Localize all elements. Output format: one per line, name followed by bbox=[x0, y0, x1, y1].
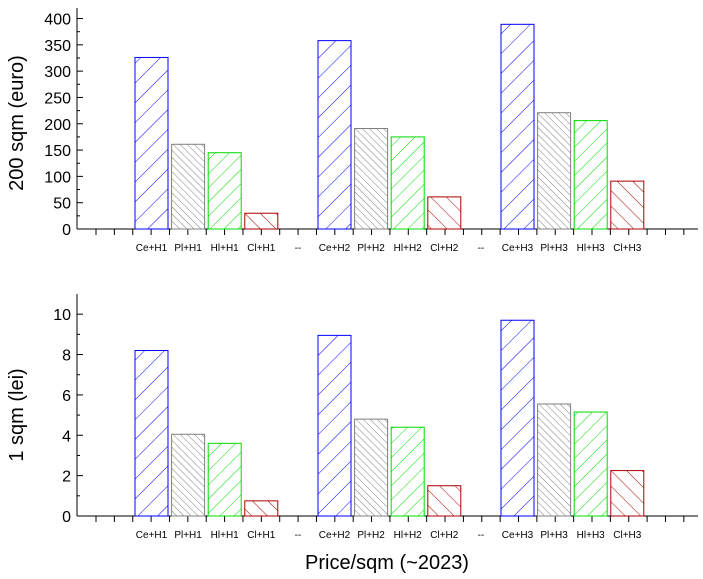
category-label: Hl+H2 bbox=[394, 530, 423, 541]
x-axis-label: Price/sqm (~2023) bbox=[305, 552, 469, 574]
category-label: -- bbox=[478, 530, 485, 541]
category-label: Hl+H3 bbox=[577, 243, 606, 254]
y-tick-label: 0 bbox=[62, 222, 71, 239]
category-label: Pl+H3 bbox=[540, 530, 568, 541]
bar-hl-h2 bbox=[390, 136, 425, 230]
y-tick-label: 100 bbox=[44, 169, 71, 186]
top-panel: 0 50 100 150 200 250 300 350 400 Ce+H1 Pl+H1 Hl+H1 C… bbox=[44, 8, 698, 254]
y-tick-label: 10 bbox=[53, 307, 71, 324]
category-label: Hl+H1 bbox=[211, 243, 240, 254]
category-label: Cl+H3 bbox=[613, 530, 642, 541]
top-y-axis-label: 200 sqm (euro) bbox=[6, 55, 28, 191]
bar-pl-h3 bbox=[537, 112, 572, 230]
y-tick-label: 2 bbox=[62, 469, 71, 486]
y-tick-label: 250 bbox=[44, 90, 71, 107]
bar-hl-h3 bbox=[573, 411, 608, 517]
y-tick-label: 8 bbox=[62, 348, 71, 365]
y-tick-label: 150 bbox=[44, 143, 71, 160]
bar-cl-h2 bbox=[427, 196, 462, 230]
category-label: Hl+H1 bbox=[211, 530, 240, 541]
bottom-panel: 0 2 4 6 8 10 Ce+H1 Pl+H1 Hl+H1 Cl+H1 -- Ce+H2 Pl+H2 H… bbox=[53, 294, 698, 541]
bar-ce-h2 bbox=[317, 334, 352, 517]
category-label: Pl+H1 bbox=[174, 243, 202, 254]
bar-cl-h3 bbox=[610, 470, 645, 517]
category-label: Cl+H3 bbox=[613, 243, 642, 254]
bottom-y-axis-label: 1 sqm (lei) bbox=[6, 368, 28, 461]
category-label: -- bbox=[295, 243, 302, 254]
category-label: -- bbox=[478, 243, 485, 254]
bar-hl-h1 bbox=[207, 152, 242, 230]
y-tick-label: 350 bbox=[44, 38, 71, 55]
bar-pl-h1 bbox=[171, 143, 206, 230]
category-label: Ce+H1 bbox=[136, 530, 168, 541]
bar-ce-h2 bbox=[317, 40, 352, 230]
bar-hl-h3 bbox=[573, 120, 608, 230]
category-label: Hl+H2 bbox=[394, 243, 423, 254]
category-label: Pl+H3 bbox=[540, 243, 568, 254]
category-label: Pl+H1 bbox=[174, 530, 202, 541]
y-tick-label: 50 bbox=[53, 196, 71, 213]
bar-pl-h2 bbox=[354, 418, 389, 517]
bar-ce-h3 bbox=[500, 23, 535, 230]
bar-ce-h1 bbox=[134, 350, 169, 517]
category-label: Cl+H1 bbox=[247, 243, 276, 254]
y-tick-label: 200 bbox=[44, 117, 71, 134]
category-label: Hl+H3 bbox=[577, 530, 606, 541]
bar-pl-h3 bbox=[537, 403, 572, 517]
y-tick-label: 0 bbox=[62, 509, 71, 526]
y-tick-label: 300 bbox=[44, 64, 71, 81]
bar-ce-h3 bbox=[500, 319, 535, 517]
category-label: -- bbox=[295, 530, 302, 541]
bar-ce-h1 bbox=[134, 56, 169, 230]
category-label: Cl+H1 bbox=[247, 530, 276, 541]
y-tick-label: 6 bbox=[62, 388, 71, 405]
category-label: Ce+H2 bbox=[319, 530, 351, 541]
category-label: Ce+H3 bbox=[502, 243, 534, 254]
category-label: Cl+H2 bbox=[430, 243, 459, 254]
bar-cl-h1 bbox=[244, 212, 279, 230]
bar-cl-h2 bbox=[427, 485, 462, 517]
bar-cl-h3 bbox=[610, 180, 645, 230]
y-tick-label: 400 bbox=[44, 12, 71, 29]
category-label: Pl+H2 bbox=[357, 530, 385, 541]
category-label: Ce+H2 bbox=[319, 243, 351, 254]
y-tick-label: 4 bbox=[62, 428, 71, 445]
bar-cl-h1 bbox=[244, 500, 279, 517]
category-label: Cl+H2 bbox=[430, 530, 459, 541]
category-label: Ce+H1 bbox=[136, 243, 168, 254]
bar-pl-h1 bbox=[171, 433, 206, 517]
category-label: Pl+H2 bbox=[357, 243, 385, 254]
bar-pl-h2 bbox=[354, 127, 389, 230]
category-label: Ce+H3 bbox=[502, 530, 534, 541]
bar-hl-h2 bbox=[390, 426, 425, 517]
bar-hl-h1 bbox=[207, 442, 242, 517]
